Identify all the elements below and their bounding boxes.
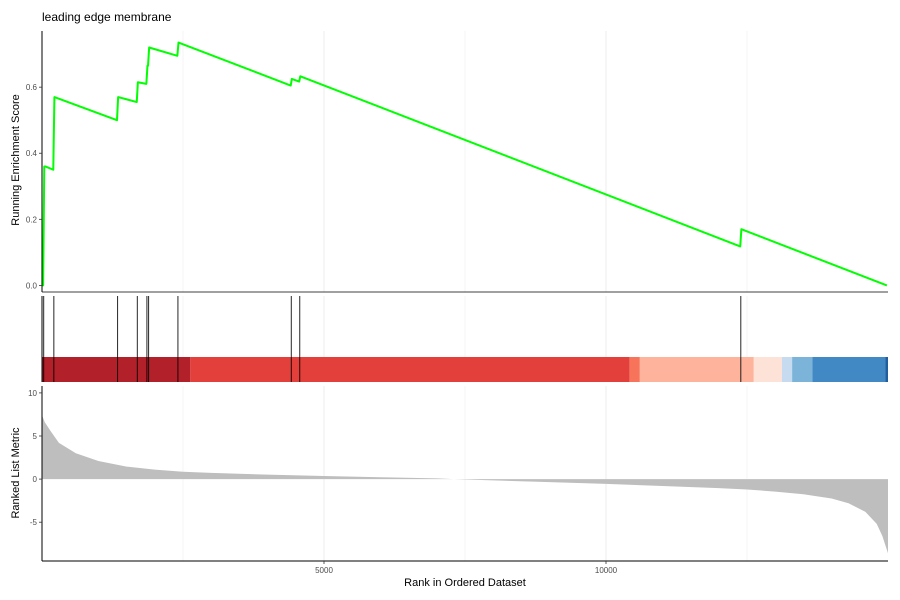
hit-markers <box>43 296 742 382</box>
axes <box>41 31 888 562</box>
es-y-tick-label: 0.0 <box>26 281 38 290</box>
x-axis-label: Rank in Ordered Dataset <box>404 577 526 589</box>
es-y-axis-label: Running Enrichment Score <box>10 94 22 225</box>
rank-bar-segment <box>190 357 630 382</box>
metric-y-tick-label: 0 <box>33 475 38 484</box>
x-tick-label: 5000 <box>315 566 333 575</box>
rank-bar-segment <box>629 357 640 382</box>
tick-labels: 0.0 0.2 0.4 0.6 10 5 0 -5 5000 10000 <box>26 83 618 575</box>
ranked-metric-area <box>42 415 888 554</box>
rank-bar-segment <box>812 357 886 382</box>
es-y-tick-label: 0.2 <box>26 215 38 224</box>
rank-bar <box>42 357 888 382</box>
rank-bar-segment <box>885 357 888 382</box>
metric-y-tick-label: 10 <box>28 389 37 398</box>
grid-layer <box>182 31 748 561</box>
metric-y-tick-label: -5 <box>30 518 38 527</box>
metric-y-tick-label: 5 <box>33 432 38 441</box>
x-tick-label: 10000 <box>595 566 618 575</box>
metric-area <box>42 415 888 554</box>
rank-bar-segment <box>792 357 813 382</box>
es-line <box>42 41 888 287</box>
rank-bar-segment <box>639 357 754 382</box>
chart-title: leading edge membrane <box>42 10 172 24</box>
running-es-curve <box>42 41 888 287</box>
es-y-tick-label: 0.6 <box>26 83 38 92</box>
rank-bar-segment <box>781 357 793 382</box>
rank-bar-segment <box>42 357 191 382</box>
metric-y-axis-label: Ranked List Metric <box>10 427 22 519</box>
rank-bar-segment <box>753 357 782 382</box>
es-y-tick-label: 0.4 <box>26 149 38 158</box>
